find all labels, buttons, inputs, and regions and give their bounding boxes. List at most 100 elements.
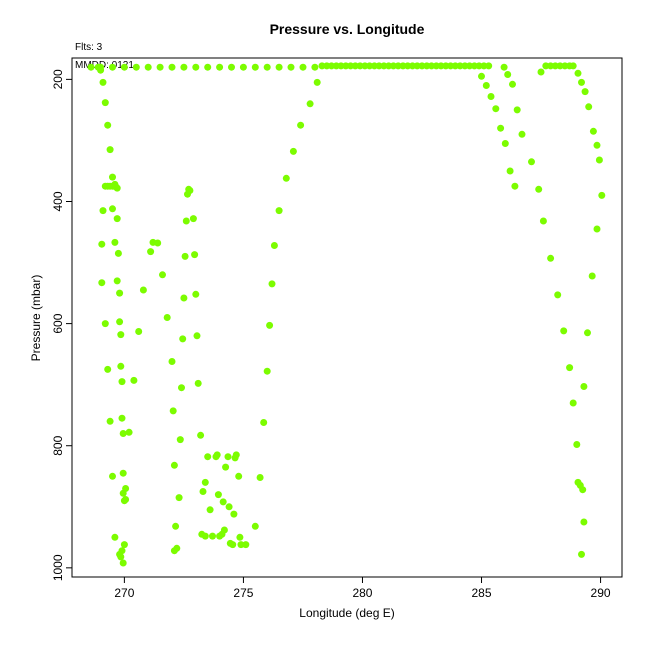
data-point <box>119 469 127 477</box>
data-point <box>135 328 143 335</box>
data-point <box>311 63 319 71</box>
x-axis: 270 275 280 285 290 <box>114 576 611 600</box>
data-point <box>475 62 483 70</box>
data-point <box>263 63 271 71</box>
data-point <box>111 238 119 246</box>
data-point <box>109 173 116 181</box>
data-point <box>437 62 445 70</box>
data-point <box>556 62 564 70</box>
data-point <box>537 68 545 76</box>
data-point <box>125 428 133 436</box>
data-point <box>182 217 190 225</box>
data-point <box>176 436 184 444</box>
data-point <box>418 62 426 70</box>
data-point <box>132 63 140 71</box>
data-point <box>170 547 178 555</box>
data-point <box>169 407 177 415</box>
data-point <box>511 182 519 190</box>
data-point <box>122 496 130 503</box>
data-point <box>585 103 593 111</box>
data-point <box>222 463 230 471</box>
data-point <box>268 280 276 288</box>
data-point <box>214 491 222 499</box>
data-point <box>192 63 200 71</box>
data-point <box>573 441 581 448</box>
data-point <box>179 335 187 343</box>
data-point <box>170 461 178 469</box>
data-point <box>580 383 588 390</box>
data-point <box>497 124 505 132</box>
data-point <box>199 488 207 495</box>
data-point <box>168 63 176 71</box>
data-point <box>513 106 521 114</box>
data-point <box>189 215 197 223</box>
data-point <box>178 384 185 392</box>
data-point <box>120 541 128 549</box>
data-point <box>442 62 450 70</box>
data-point <box>380 62 388 70</box>
x-tick-label: 275 <box>233 586 253 600</box>
data-point <box>220 526 228 534</box>
data-point <box>480 62 488 70</box>
data-point <box>225 503 233 511</box>
data-point <box>197 431 205 439</box>
data-point <box>180 294 188 302</box>
data-point <box>428 62 435 70</box>
y-tick-label: 400 <box>51 191 65 211</box>
data-point <box>213 451 221 459</box>
data-point <box>287 63 295 71</box>
data-point <box>239 63 247 71</box>
data-point <box>366 62 374 70</box>
data-point <box>580 518 588 526</box>
data-point <box>97 63 105 71</box>
data-point <box>99 78 107 86</box>
data-point <box>109 205 116 213</box>
data-point <box>547 254 555 262</box>
data-point <box>193 332 201 340</box>
x-axis-label: Longitude (deg E) <box>299 606 394 620</box>
data-points <box>87 62 606 567</box>
data-point <box>109 63 116 71</box>
data-point <box>478 72 485 80</box>
data-point <box>117 362 125 370</box>
data-point <box>297 121 305 129</box>
data-point <box>306 100 314 108</box>
data-point <box>139 286 147 294</box>
data-point <box>566 62 574 70</box>
data-point <box>500 63 508 71</box>
y-tick-label: 800 <box>51 435 65 455</box>
x-tick-label: 270 <box>114 586 134 600</box>
data-point <box>394 62 402 70</box>
data-point <box>485 62 493 70</box>
data-point <box>204 453 212 461</box>
data-point <box>236 533 244 541</box>
data-point <box>147 248 155 256</box>
data-point <box>251 522 259 530</box>
data-point <box>482 82 490 89</box>
data-point <box>256 474 264 481</box>
data-point <box>120 63 128 71</box>
data-point <box>251 63 259 71</box>
data-point <box>230 510 238 518</box>
data-point <box>313 78 321 86</box>
data-point <box>117 331 125 339</box>
data-point <box>117 553 125 561</box>
data-point <box>342 62 350 70</box>
data-point <box>560 327 568 335</box>
data-point <box>192 290 200 298</box>
data-point <box>99 207 107 215</box>
data-point <box>289 147 297 155</box>
data-point <box>579 486 587 494</box>
y-axis: 200 400 600 800 1000 <box>51 69 73 581</box>
data-point <box>209 532 216 540</box>
data-point <box>337 62 345 70</box>
data-point <box>506 167 514 175</box>
data-point <box>224 453 232 461</box>
data-point <box>191 251 199 259</box>
data-point <box>154 239 162 247</box>
data-point <box>104 365 112 373</box>
data-point <box>229 541 237 549</box>
data-point <box>535 185 543 193</box>
data-point <box>168 358 176 365</box>
